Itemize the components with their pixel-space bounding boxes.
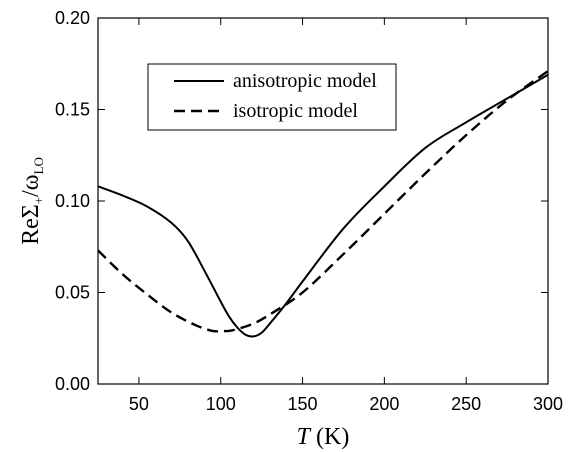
legend-box <box>147 63 397 131</box>
ticks-group: 50 100 150 200 250 300 0.00 0.05 0.10 0.15 0.20 <box>55 8 563 414</box>
y-tick-label: 0.00 <box>55 374 90 394</box>
y-tick-label: 0.05 <box>55 283 90 303</box>
x-axis-title: T (K) <box>297 424 350 450</box>
series-layer <box>97 70 549 338</box>
series-line-anisotropic <box>97 73 549 338</box>
y-axis-title-group: ReΣ+/ωLO <box>18 157 46 245</box>
legend-label-isotropic: isotropic model <box>233 100 358 122</box>
y-tick-label: 0.15 <box>55 100 90 120</box>
x-axis-title-unit: (K) <box>310 424 349 450</box>
y-tick-label: 0.10 <box>55 191 90 211</box>
y-axis-title-sub2: LO <box>31 157 46 174</box>
legend-label-anisotropic: anisotropic model <box>233 70 377 92</box>
x-tick-label: 300 <box>533 394 563 414</box>
y-tick-label: 0.20 <box>55 8 90 28</box>
x-axis-title-symbol: T <box>297 424 312 450</box>
x-tick-label: 100 <box>206 394 236 414</box>
y-axis-title-slash: /ω <box>18 174 44 196</box>
series-line-isotropic <box>97 70 549 333</box>
x-tick-label: 50 <box>129 394 149 414</box>
y-axis-title-main: ReΣ <box>18 204 44 245</box>
x-tick-label: 150 <box>288 394 318 414</box>
legend: anisotropic model isotropic model <box>147 63 397 131</box>
x-tick-label: 250 <box>451 394 481 414</box>
y-axis-title: ReΣ+/ωLO <box>18 157 46 245</box>
y-axis-title-sub: + <box>31 197 46 204</box>
x-tick-label: 200 <box>369 394 399 414</box>
